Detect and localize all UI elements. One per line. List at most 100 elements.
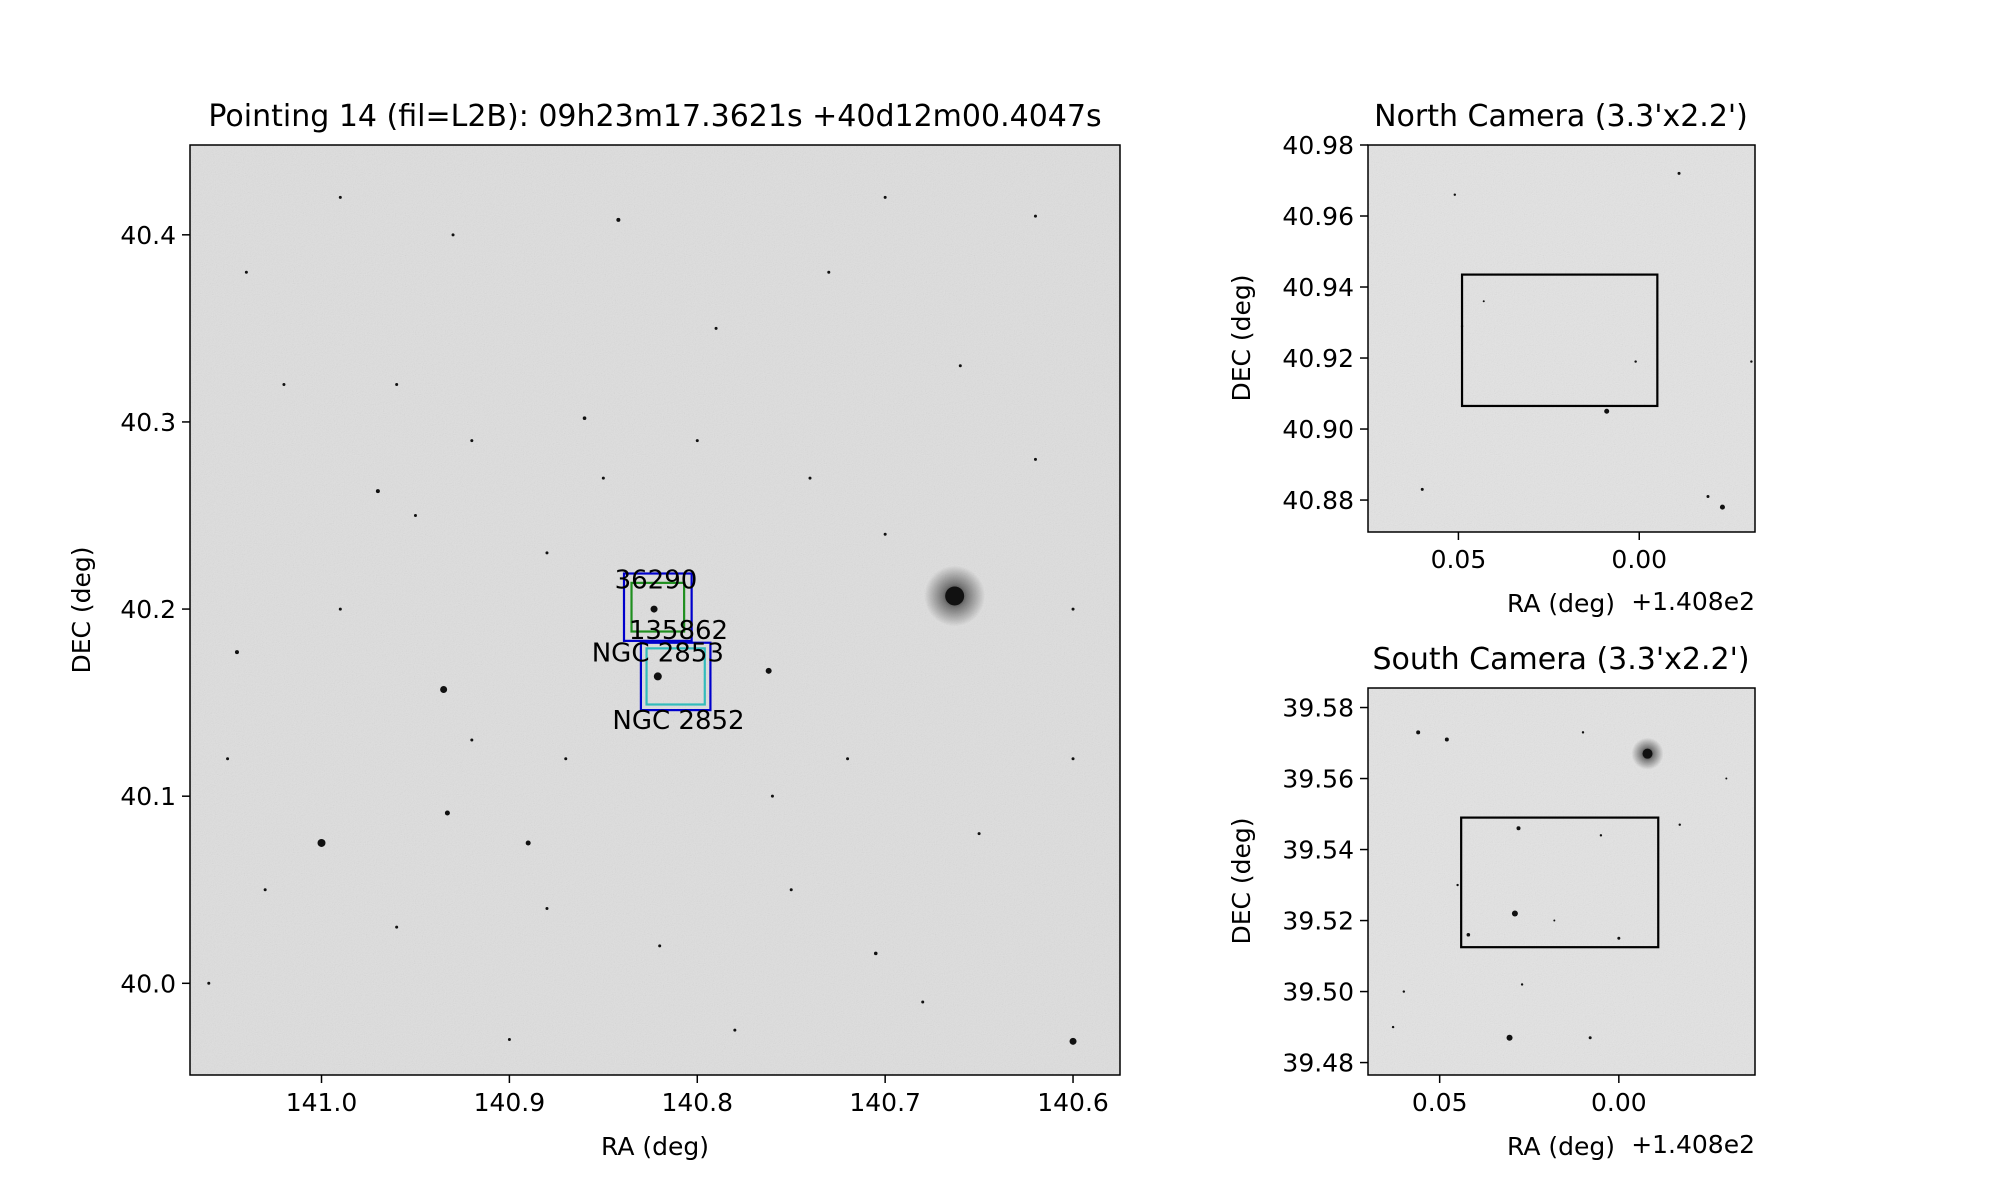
main-x-ticks: 141.0 140.9 140.8 140.7 140.6 bbox=[286, 1075, 1109, 1117]
north-y-tick-label: 40.98 bbox=[1282, 131, 1354, 160]
north-x-tick-label: 0.05 bbox=[1431, 545, 1487, 574]
south-star bbox=[1456, 883, 1459, 887]
main-star bbox=[545, 906, 549, 910]
south-ylabel: DEC (deg) bbox=[1227, 817, 1256, 944]
north-star bbox=[1482, 300, 1485, 303]
south-star bbox=[1642, 748, 1653, 759]
south-x-tick-label: 0.00 bbox=[1591, 1088, 1647, 1117]
main-star bbox=[1033, 457, 1037, 461]
main-star bbox=[1069, 1037, 1077, 1045]
main-star bbox=[789, 888, 793, 892]
main-star bbox=[765, 667, 772, 674]
main-star bbox=[582, 416, 587, 420]
main-star bbox=[650, 605, 658, 613]
main-star bbox=[883, 195, 887, 199]
main-star bbox=[695, 439, 699, 443]
main-star bbox=[827, 270, 831, 274]
south-title: South Camera (3.3'x2.2') bbox=[1372, 642, 1749, 677]
main-star bbox=[375, 489, 380, 494]
main-title: Pointing 14 (fil=L2B): 09h23m17.3621s +4… bbox=[208, 99, 1101, 134]
north-y-tick-label: 40.88 bbox=[1282, 486, 1354, 515]
main-y-tick-label: 40.2 bbox=[120, 595, 176, 624]
main-box-0 bbox=[622, 572, 693, 642]
main-star bbox=[317, 838, 326, 847]
main-star bbox=[733, 1028, 737, 1032]
north-boxes bbox=[1460, 273, 1659, 408]
main-star bbox=[282, 383, 286, 387]
north-star bbox=[1604, 408, 1610, 414]
main-star bbox=[444, 810, 450, 816]
south-y-tick-label: 39.56 bbox=[1282, 765, 1354, 794]
main-star bbox=[226, 757, 230, 761]
south-star bbox=[1444, 737, 1449, 742]
north-star bbox=[1719, 504, 1725, 510]
south-star bbox=[1678, 823, 1681, 826]
south-star bbox=[1520, 983, 1524, 986]
main-annotation: 36290 bbox=[615, 565, 698, 595]
main-annotation: NGC 2852 bbox=[612, 706, 744, 736]
north-image-grain bbox=[1368, 145, 1755, 532]
main-box-1 bbox=[630, 581, 686, 633]
south-xlabel: RA (deg) bbox=[1507, 1132, 1615, 1161]
south-star bbox=[1402, 990, 1406, 993]
north-x-ticks: 0.05 0.00 bbox=[1431, 532, 1667, 574]
south-star bbox=[1391, 1025, 1395, 1029]
main-star bbox=[1033, 214, 1037, 218]
main-xlabel: RA (deg) bbox=[601, 1132, 709, 1161]
south-y-tick-label: 39.50 bbox=[1282, 978, 1354, 1007]
south-star bbox=[1511, 910, 1518, 917]
north-star bbox=[1420, 487, 1424, 491]
main-x-tick-label: 140.8 bbox=[661, 1088, 733, 1117]
main-x-tick-label: 140.7 bbox=[849, 1088, 921, 1117]
south-star bbox=[1516, 826, 1521, 831]
main-star bbox=[1071, 757, 1075, 761]
south-y-tick-label: 39.52 bbox=[1282, 907, 1354, 936]
main-ylabel: DEC (deg) bbox=[67, 546, 96, 673]
main-star bbox=[244, 270, 248, 274]
north-offset-label: +1.408e2 bbox=[1631, 587, 1755, 616]
north-star bbox=[1706, 494, 1710, 498]
main-panel: Pointing 14 (fil=L2B): 09h23m17.3621s +4… bbox=[67, 99, 1121, 1161]
main-star bbox=[873, 951, 878, 956]
south-star bbox=[1617, 936, 1621, 940]
south-y-tick-label: 39.58 bbox=[1282, 694, 1354, 723]
main-star bbox=[263, 888, 267, 892]
main-star bbox=[921, 1000, 925, 1004]
north-y-tick-label: 40.94 bbox=[1282, 273, 1354, 302]
north-title: North Camera (3.3'x2.2') bbox=[1374, 99, 1748, 134]
main-x-tick-label: 140.9 bbox=[474, 1088, 546, 1117]
south-x-ticks: 0.05 0.00 bbox=[1412, 1075, 1647, 1117]
main-star bbox=[653, 672, 662, 681]
main-star bbox=[564, 757, 568, 761]
south-axes-frame bbox=[1367, 687, 1756, 1076]
main-y-tick-label: 40.0 bbox=[120, 969, 176, 998]
north-box-0 bbox=[1460, 273, 1659, 408]
south-y-tick-label: 39.54 bbox=[1282, 836, 1354, 865]
main-star bbox=[770, 794, 774, 798]
south-x-tick-label: 0.05 bbox=[1412, 1088, 1468, 1117]
main-star bbox=[507, 1037, 511, 1041]
north-panel: North Camera (3.3'x2.2') 0.05 0.00 40.88 4… bbox=[1227, 99, 1756, 618]
south-boxes bbox=[1460, 816, 1660, 949]
main-star bbox=[808, 476, 812, 480]
main-star bbox=[601, 476, 605, 480]
north-y-tick-label: 40.92 bbox=[1282, 344, 1354, 373]
main-star bbox=[846, 757, 850, 761]
north-axes-frame bbox=[1367, 144, 1756, 533]
main-star bbox=[338, 195, 342, 199]
main-axes-frame bbox=[189, 144, 1121, 1076]
main-star bbox=[977, 832, 981, 836]
main-star bbox=[395, 925, 399, 929]
north-stars bbox=[1420, 171, 1753, 510]
south-star bbox=[1599, 834, 1603, 837]
main-box-3 bbox=[645, 647, 706, 706]
south-y-tick-label: 39.48 bbox=[1282, 1049, 1354, 1078]
main-star bbox=[525, 840, 531, 846]
main-annotation: 135862 bbox=[629, 616, 728, 646]
north-y-ticks: 40.88 40.90 40.92 40.94 40.96 40.98 bbox=[1282, 131, 1368, 515]
south-y-ticks: 39.48 39.50 39.52 39.54 39.56 39.58 bbox=[1282, 694, 1368, 1078]
south-star bbox=[1725, 777, 1728, 780]
north-y-tick-label: 40.96 bbox=[1282, 202, 1354, 231]
